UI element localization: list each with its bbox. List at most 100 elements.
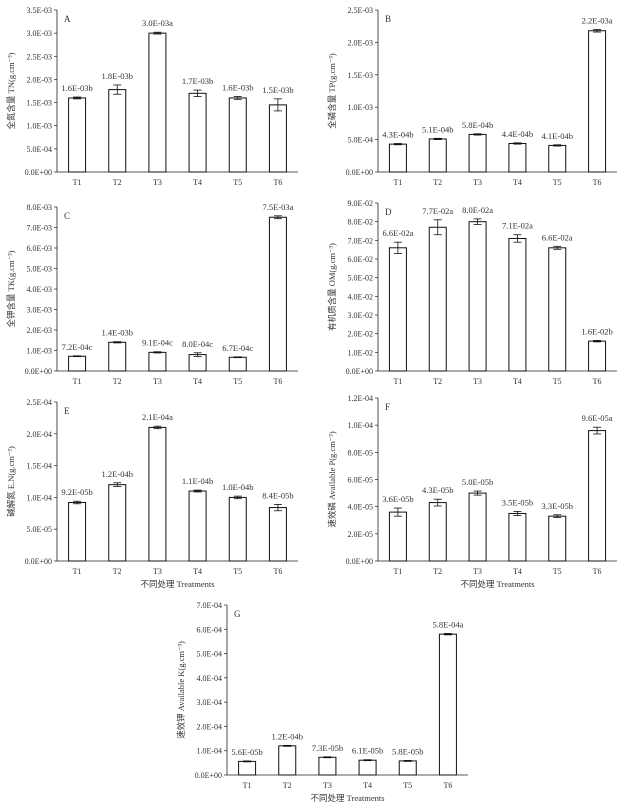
y-tick-label: 5.0E-04 bbox=[347, 136, 373, 145]
bar bbox=[278, 745, 297, 776]
bar bbox=[508, 512, 527, 562]
y-tick-label: 2.5E-04 bbox=[26, 398, 52, 407]
x-tick-label: T1 bbox=[73, 567, 82, 576]
bar bbox=[588, 30, 607, 173]
x-axis-title: 不同处理 Treatments bbox=[310, 793, 384, 803]
y-tick-label: 1.5E-04 bbox=[26, 462, 52, 471]
bar bbox=[438, 633, 457, 776]
data-label: 3.0E-03a bbox=[142, 18, 173, 28]
panel-letter: C bbox=[64, 211, 70, 221]
data-label: 1.5E-03b bbox=[262, 85, 293, 95]
x-tick-label: T4 bbox=[363, 781, 372, 790]
x-tick-label: T5 bbox=[233, 178, 242, 187]
y-tick-label: 3.0E-03 bbox=[26, 29, 52, 38]
bar bbox=[68, 501, 87, 562]
bar bbox=[148, 351, 167, 372]
y-tick-label: 6.0E-05 bbox=[347, 476, 373, 485]
bar bbox=[268, 216, 287, 372]
x-tick-label: T6 bbox=[273, 377, 282, 386]
y-tick-label: 5.0E-04 bbox=[196, 650, 222, 659]
y-tick-label: 3.0E-04 bbox=[196, 698, 222, 707]
x-axis-title: 不同处理 Treatments bbox=[460, 579, 534, 589]
bar bbox=[108, 484, 127, 562]
data-label: 4.3E-05b bbox=[422, 485, 453, 495]
data-label: 3.6E-05b bbox=[382, 494, 413, 504]
data-label: 2.2E-03a bbox=[582, 15, 613, 25]
data-label: 1.0E-04b bbox=[222, 482, 253, 492]
bar bbox=[358, 759, 377, 776]
panel-letter: A bbox=[64, 14, 71, 24]
data-label: 6.1E-05b bbox=[352, 746, 383, 756]
data-label: 3.5E-05b bbox=[502, 497, 533, 507]
x-tick-label: T4 bbox=[193, 567, 202, 576]
x-tick-label: T6 bbox=[443, 781, 452, 790]
data-label: 9.6E-05a bbox=[582, 413, 613, 423]
y-tick-label: 9.0E-02 bbox=[347, 199, 373, 208]
data-label: 5.1E-04b bbox=[422, 124, 453, 134]
bar bbox=[468, 492, 487, 562]
data-label: 7.1E-02a bbox=[502, 221, 533, 231]
y-axis-title: 速效钾 Available K(g.cm⁻³) bbox=[176, 641, 186, 739]
x-tick-label: T3 bbox=[153, 377, 162, 386]
y-tick-label: 1.2E-04 bbox=[347, 394, 373, 403]
chart-panel-g: 0.0E+00 1.0E-04 2.0E-04 3.0E-04 4.0E-04 5.0E-… bbox=[176, 601, 468, 803]
chart-panel-c: 0.0E+00 1.0E-03 2.0E-03 3.0E-03 4.0E-03 5.0E-… bbox=[6, 202, 298, 386]
x-tick-label: T3 bbox=[153, 178, 162, 187]
bar bbox=[148, 32, 167, 173]
x-tick-label: T5 bbox=[553, 377, 562, 386]
bar bbox=[318, 756, 337, 776]
x-tick-label: T4 bbox=[193, 377, 202, 386]
bar bbox=[188, 354, 207, 372]
bar bbox=[238, 760, 257, 776]
data-label: 7.7E-02a bbox=[422, 206, 453, 216]
y-tick-label: 5.0E-05 bbox=[26, 525, 52, 534]
x-tick-label: T2 bbox=[433, 178, 442, 187]
x-tick-label: T1 bbox=[73, 377, 82, 386]
data-label: 8.4E-05b bbox=[262, 490, 293, 500]
x-tick-label: T2 bbox=[113, 567, 122, 576]
bar bbox=[228, 356, 247, 372]
data-label: 9.1E-04c bbox=[142, 338, 173, 348]
y-axis-title: 全磷含量 TP(g.cm⁻³) bbox=[327, 53, 337, 129]
x-tick-label: T3 bbox=[473, 178, 482, 187]
x-tick-label: T1 bbox=[243, 781, 252, 790]
y-axis-title: 碱解氮 E.N(g.cm⁻³) bbox=[6, 446, 16, 517]
bar bbox=[588, 430, 607, 562]
data-label: 6.6E-02a bbox=[542, 232, 573, 242]
x-tick-label: T6 bbox=[273, 567, 282, 576]
y-tick-label: 1.0E-03 bbox=[26, 347, 52, 356]
bar bbox=[388, 247, 407, 372]
data-label: 1.8E-03b bbox=[102, 71, 133, 81]
y-tick-label: 6.0E-03 bbox=[26, 244, 52, 253]
x-tick-label: T5 bbox=[553, 178, 562, 187]
bar bbox=[228, 496, 247, 562]
x-tick-label: T6 bbox=[593, 567, 602, 576]
y-tick-label: 2.0E-03 bbox=[26, 326, 52, 335]
x-tick-label: T6 bbox=[593, 178, 602, 187]
x-tick-label: T1 bbox=[73, 178, 82, 187]
data-label: 2.1E-04a bbox=[142, 412, 173, 422]
data-label: 1.6E-03b bbox=[222, 83, 253, 93]
y-tick-label: 2.5E-03 bbox=[26, 52, 52, 61]
data-label: 1.6E-02b bbox=[581, 326, 612, 336]
x-tick-label: T3 bbox=[473, 377, 482, 386]
y-tick-label: 0.0E+00 bbox=[346, 557, 373, 566]
y-tick-label: 7.0E-03 bbox=[26, 224, 52, 233]
y-tick-label: 4.0E-04 bbox=[196, 674, 222, 683]
x-tick-label: T5 bbox=[553, 567, 562, 576]
y-tick-label: 3.0E-03 bbox=[26, 306, 52, 315]
y-tick-label: 1.0E-03 bbox=[26, 122, 52, 131]
bar bbox=[588, 340, 607, 372]
x-tick-label: T4 bbox=[513, 567, 522, 576]
data-label: 6.7E-04c bbox=[222, 343, 253, 353]
y-tick-label: 8.0E-02 bbox=[347, 218, 373, 227]
x-tick-label: T1 bbox=[393, 377, 402, 386]
bar bbox=[428, 226, 447, 372]
data-label: 5.0E-05b bbox=[462, 477, 493, 487]
x-axis-title: 不同处理 Treatments bbox=[140, 579, 214, 589]
y-tick-label: 2.0E-04 bbox=[26, 430, 52, 439]
x-tick-label: T2 bbox=[433, 567, 442, 576]
y-tick-label: 8.0E-03 bbox=[26, 203, 52, 212]
data-label: 1.2E-04b bbox=[102, 469, 133, 479]
